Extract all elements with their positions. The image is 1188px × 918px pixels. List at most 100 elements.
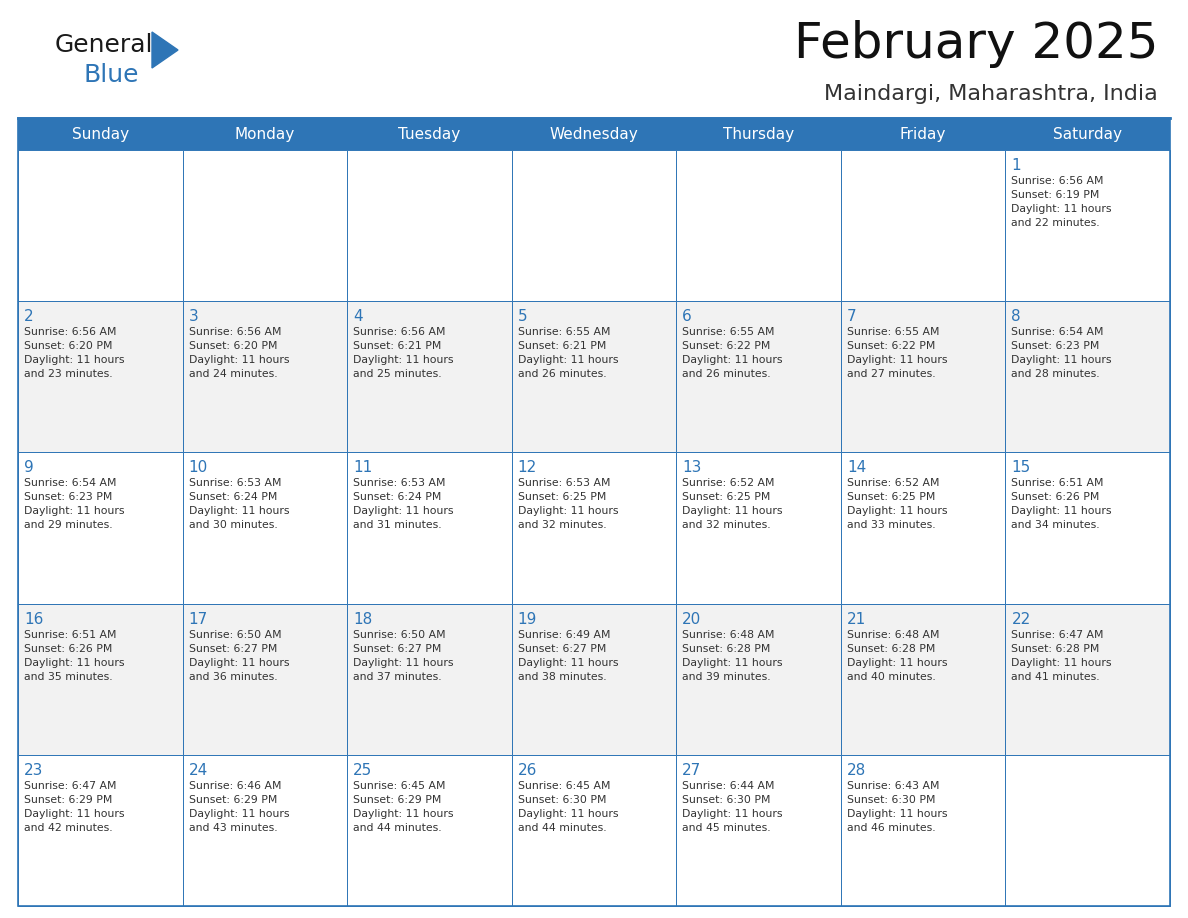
Bar: [347, 150, 512, 301]
Text: 22: 22: [1011, 611, 1031, 627]
Text: 8: 8: [1011, 309, 1020, 324]
Text: Sunrise: 6:46 AM
Sunset: 6:29 PM
Daylight: 11 hours
and 43 minutes.: Sunrise: 6:46 AM Sunset: 6:29 PM Dayligh…: [189, 781, 289, 833]
Text: 7: 7: [847, 309, 857, 324]
Text: Sunrise: 6:48 AM
Sunset: 6:28 PM
Daylight: 11 hours
and 39 minutes.: Sunrise: 6:48 AM Sunset: 6:28 PM Dayligh…: [682, 630, 783, 681]
Text: 14: 14: [847, 461, 866, 476]
Bar: [18, 150, 183, 301]
Bar: [183, 453, 347, 604]
Text: 26: 26: [518, 763, 537, 778]
Text: Sunrise: 6:53 AM
Sunset: 6:25 PM
Daylight: 11 hours
and 32 minutes.: Sunrise: 6:53 AM Sunset: 6:25 PM Dayligh…: [518, 478, 618, 531]
Bar: [841, 604, 1005, 755]
Text: 1: 1: [1011, 158, 1020, 173]
Text: Sunrise: 6:53 AM
Sunset: 6:24 PM
Daylight: 11 hours
and 31 minutes.: Sunrise: 6:53 AM Sunset: 6:24 PM Dayligh…: [353, 478, 454, 531]
Text: Sunrise: 6:54 AM
Sunset: 6:23 PM
Daylight: 11 hours
and 29 minutes.: Sunrise: 6:54 AM Sunset: 6:23 PM Dayligh…: [24, 478, 125, 531]
Bar: [512, 453, 676, 604]
Bar: [841, 301, 1005, 453]
Text: General: General: [55, 33, 153, 57]
Text: Blue: Blue: [83, 63, 139, 87]
Text: Sunrise: 6:55 AM
Sunset: 6:21 PM
Daylight: 11 hours
and 26 minutes.: Sunrise: 6:55 AM Sunset: 6:21 PM Dayligh…: [518, 327, 618, 379]
Bar: [841, 453, 1005, 604]
Text: Tuesday: Tuesday: [398, 127, 461, 141]
Text: 6: 6: [682, 309, 693, 324]
Text: 17: 17: [189, 611, 208, 627]
Text: 25: 25: [353, 763, 372, 778]
Bar: [183, 150, 347, 301]
Text: Sunrise: 6:48 AM
Sunset: 6:28 PM
Daylight: 11 hours
and 40 minutes.: Sunrise: 6:48 AM Sunset: 6:28 PM Dayligh…: [847, 630, 947, 681]
Bar: [347, 453, 512, 604]
Bar: [841, 150, 1005, 301]
Text: Sunrise: 6:56 AM
Sunset: 6:20 PM
Daylight: 11 hours
and 24 minutes.: Sunrise: 6:56 AM Sunset: 6:20 PM Dayligh…: [189, 327, 289, 379]
Text: 4: 4: [353, 309, 362, 324]
Bar: [18, 453, 183, 604]
Bar: [1005, 755, 1170, 906]
Text: 2: 2: [24, 309, 33, 324]
Bar: [347, 301, 512, 453]
Bar: [18, 604, 183, 755]
Bar: [512, 604, 676, 755]
Text: Sunrise: 6:53 AM
Sunset: 6:24 PM
Daylight: 11 hours
and 30 minutes.: Sunrise: 6:53 AM Sunset: 6:24 PM Dayligh…: [189, 478, 289, 531]
Text: Maindargi, Maharashtra, India: Maindargi, Maharashtra, India: [824, 84, 1158, 104]
Text: Sunrise: 6:52 AM
Sunset: 6:25 PM
Daylight: 11 hours
and 32 minutes.: Sunrise: 6:52 AM Sunset: 6:25 PM Dayligh…: [682, 478, 783, 531]
Text: Saturday: Saturday: [1054, 127, 1123, 141]
Text: Sunrise: 6:55 AM
Sunset: 6:22 PM
Daylight: 11 hours
and 27 minutes.: Sunrise: 6:55 AM Sunset: 6:22 PM Dayligh…: [847, 327, 947, 379]
Text: 24: 24: [189, 763, 208, 778]
Text: Sunrise: 6:54 AM
Sunset: 6:23 PM
Daylight: 11 hours
and 28 minutes.: Sunrise: 6:54 AM Sunset: 6:23 PM Dayligh…: [1011, 327, 1112, 379]
Bar: [347, 604, 512, 755]
Bar: [676, 453, 841, 604]
Bar: [1005, 453, 1170, 604]
Bar: [676, 301, 841, 453]
Text: 11: 11: [353, 461, 372, 476]
Text: Sunrise: 6:45 AM
Sunset: 6:30 PM
Daylight: 11 hours
and 44 minutes.: Sunrise: 6:45 AM Sunset: 6:30 PM Dayligh…: [518, 781, 618, 833]
Text: 12: 12: [518, 461, 537, 476]
Text: 3: 3: [189, 309, 198, 324]
Text: 19: 19: [518, 611, 537, 627]
Text: 5: 5: [518, 309, 527, 324]
Polygon shape: [152, 32, 178, 68]
Text: Sunrise: 6:56 AM
Sunset: 6:20 PM
Daylight: 11 hours
and 23 minutes.: Sunrise: 6:56 AM Sunset: 6:20 PM Dayligh…: [24, 327, 125, 379]
Text: Sunrise: 6:51 AM
Sunset: 6:26 PM
Daylight: 11 hours
and 34 minutes.: Sunrise: 6:51 AM Sunset: 6:26 PM Dayligh…: [1011, 478, 1112, 531]
Bar: [183, 604, 347, 755]
Text: 16: 16: [24, 611, 44, 627]
Text: Sunrise: 6:44 AM
Sunset: 6:30 PM
Daylight: 11 hours
and 45 minutes.: Sunrise: 6:44 AM Sunset: 6:30 PM Dayligh…: [682, 781, 783, 833]
Bar: [512, 150, 676, 301]
Text: Sunrise: 6:47 AM
Sunset: 6:29 PM
Daylight: 11 hours
and 42 minutes.: Sunrise: 6:47 AM Sunset: 6:29 PM Dayligh…: [24, 781, 125, 833]
Text: Sunrise: 6:55 AM
Sunset: 6:22 PM
Daylight: 11 hours
and 26 minutes.: Sunrise: 6:55 AM Sunset: 6:22 PM Dayligh…: [682, 327, 783, 379]
Text: Sunrise: 6:56 AM
Sunset: 6:19 PM
Daylight: 11 hours
and 22 minutes.: Sunrise: 6:56 AM Sunset: 6:19 PM Dayligh…: [1011, 176, 1112, 228]
Text: 10: 10: [189, 461, 208, 476]
Text: Sunrise: 6:50 AM
Sunset: 6:27 PM
Daylight: 11 hours
and 37 minutes.: Sunrise: 6:50 AM Sunset: 6:27 PM Dayligh…: [353, 630, 454, 681]
Bar: [1005, 301, 1170, 453]
Text: Sunrise: 6:56 AM
Sunset: 6:21 PM
Daylight: 11 hours
and 25 minutes.: Sunrise: 6:56 AM Sunset: 6:21 PM Dayligh…: [353, 327, 454, 379]
Bar: [183, 301, 347, 453]
Text: 9: 9: [24, 461, 33, 476]
Text: Sunrise: 6:51 AM
Sunset: 6:26 PM
Daylight: 11 hours
and 35 minutes.: Sunrise: 6:51 AM Sunset: 6:26 PM Dayligh…: [24, 630, 125, 681]
Text: Sunrise: 6:50 AM
Sunset: 6:27 PM
Daylight: 11 hours
and 36 minutes.: Sunrise: 6:50 AM Sunset: 6:27 PM Dayligh…: [189, 630, 289, 681]
Bar: [183, 755, 347, 906]
Bar: [676, 755, 841, 906]
Bar: [18, 118, 1170, 906]
Text: Sunrise: 6:49 AM
Sunset: 6:27 PM
Daylight: 11 hours
and 38 minutes.: Sunrise: 6:49 AM Sunset: 6:27 PM Dayligh…: [518, 630, 618, 681]
Bar: [347, 755, 512, 906]
Text: 27: 27: [682, 763, 702, 778]
Bar: [1005, 604, 1170, 755]
Bar: [18, 755, 183, 906]
Text: 21: 21: [847, 611, 866, 627]
Text: 15: 15: [1011, 461, 1031, 476]
Text: Sunday: Sunday: [71, 127, 128, 141]
Text: 23: 23: [24, 763, 44, 778]
Bar: [18, 301, 183, 453]
Bar: [676, 604, 841, 755]
Bar: [18, 118, 1170, 150]
Text: Sunrise: 6:45 AM
Sunset: 6:29 PM
Daylight: 11 hours
and 44 minutes.: Sunrise: 6:45 AM Sunset: 6:29 PM Dayligh…: [353, 781, 454, 833]
Bar: [1005, 150, 1170, 301]
Text: Sunrise: 6:52 AM
Sunset: 6:25 PM
Daylight: 11 hours
and 33 minutes.: Sunrise: 6:52 AM Sunset: 6:25 PM Dayligh…: [847, 478, 947, 531]
Text: Sunrise: 6:47 AM
Sunset: 6:28 PM
Daylight: 11 hours
and 41 minutes.: Sunrise: 6:47 AM Sunset: 6:28 PM Dayligh…: [1011, 630, 1112, 681]
Text: Wednesday: Wednesday: [550, 127, 638, 141]
Text: 18: 18: [353, 611, 372, 627]
Text: 13: 13: [682, 461, 702, 476]
Text: February 2025: February 2025: [794, 20, 1158, 68]
Text: 20: 20: [682, 611, 702, 627]
Text: Thursday: Thursday: [723, 127, 794, 141]
Text: Monday: Monday: [235, 127, 295, 141]
Text: Friday: Friday: [901, 127, 947, 141]
Bar: [841, 755, 1005, 906]
